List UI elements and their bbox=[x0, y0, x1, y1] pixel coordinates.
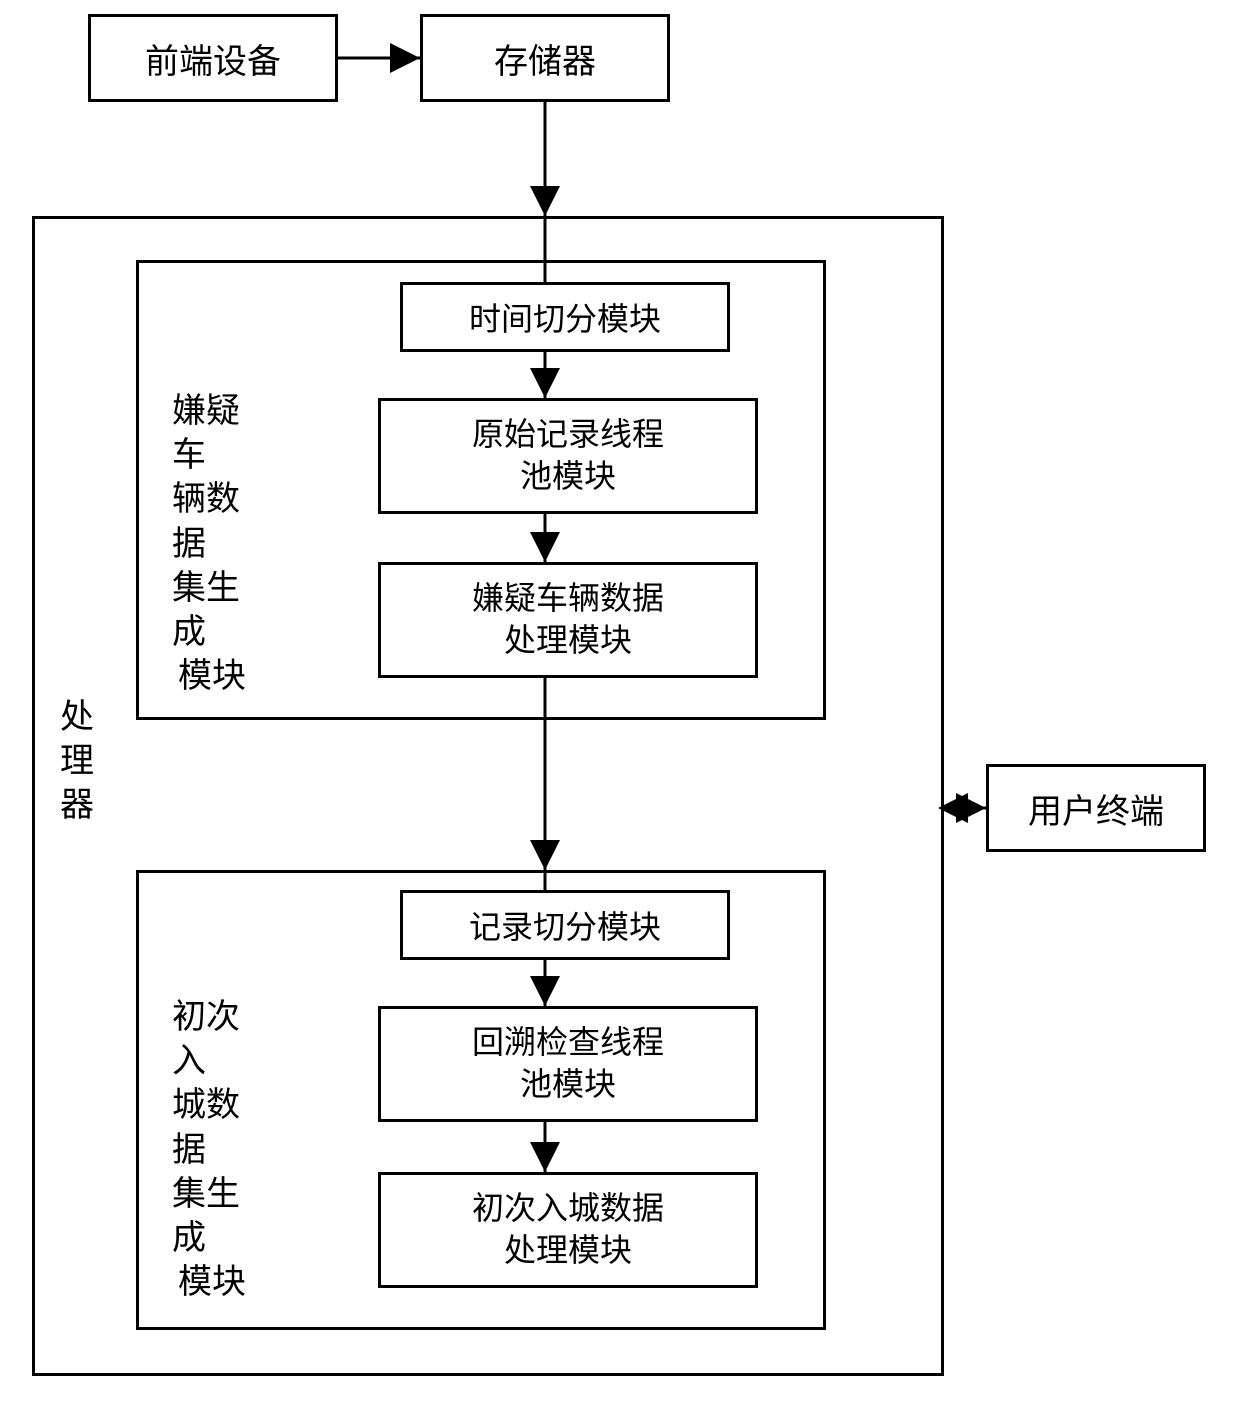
raw-pool-box: 原始记录线程 池模块 bbox=[378, 398, 758, 514]
suspect-module-label: 嫌疑车 辆数据 集生成 模块 bbox=[172, 390, 252, 699]
time-split-box: 时间切分模块 bbox=[400, 282, 730, 352]
user-terminal-box: 用户终端 bbox=[986, 764, 1206, 852]
frontend-device-label: 前端设备 bbox=[145, 34, 281, 83]
record-split-box: 记录切分模块 bbox=[400, 890, 730, 960]
processor-label: 处理器 bbox=[60, 696, 94, 829]
trace-pool-box: 回溯检查线程 池模块 bbox=[378, 1006, 758, 1122]
storage-box: 存储器 bbox=[420, 14, 670, 102]
record-split-label: 记录切分模块 bbox=[469, 902, 661, 948]
storage-label: 存储器 bbox=[494, 34, 596, 83]
user-terminal-label: 用户终端 bbox=[1028, 784, 1164, 833]
entry-proc-box: 初次入城数据 处理模块 bbox=[378, 1172, 758, 1288]
entry-module-label: 初次入 城数据 集生成 模块 bbox=[172, 996, 252, 1305]
time-split-label: 时间切分模块 bbox=[469, 294, 661, 340]
suspect-proc-box: 嫌疑车辆数据 处理模块 bbox=[378, 562, 758, 678]
frontend-device-box: 前端设备 bbox=[88, 14, 338, 102]
